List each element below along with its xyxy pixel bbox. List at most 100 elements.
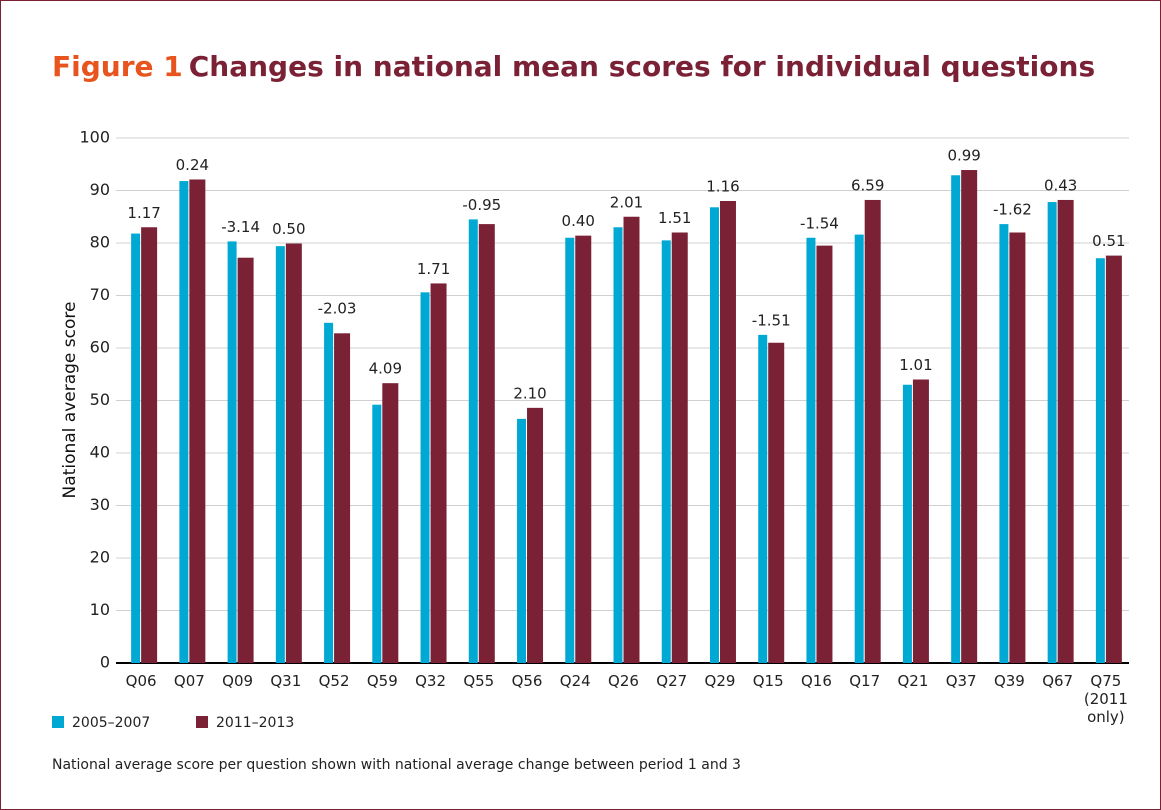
change-label: -3.14 xyxy=(221,218,260,236)
x-tick-label: Q17 xyxy=(849,672,881,690)
change-label: -2.03 xyxy=(318,299,357,317)
bar xyxy=(565,237,575,663)
bar xyxy=(768,342,785,663)
bar xyxy=(1105,255,1122,663)
x-tick-label: Q24 xyxy=(559,672,591,690)
bar xyxy=(961,170,978,663)
x-tick-label: Q07 xyxy=(173,672,205,690)
x-tick-label: Q31 xyxy=(270,672,302,690)
bar xyxy=(285,243,302,663)
change-label: 1.51 xyxy=(658,209,691,227)
change-label: 0.99 xyxy=(947,147,980,165)
bar xyxy=(806,237,816,663)
x-tick-label: Q56 xyxy=(511,672,543,690)
bar xyxy=(430,283,447,663)
bar xyxy=(864,199,881,663)
change-label: -0.95 xyxy=(462,196,501,214)
bar xyxy=(758,334,768,663)
figure-label: Figure 1 xyxy=(52,50,183,83)
bar xyxy=(189,179,206,663)
bar xyxy=(275,246,285,663)
bar xyxy=(623,216,640,663)
bar xyxy=(951,175,961,663)
bar xyxy=(902,384,912,663)
bar xyxy=(613,227,623,663)
x-tick-label: Q37 xyxy=(945,672,977,690)
bar xyxy=(575,235,592,663)
change-label: -1.54 xyxy=(800,214,839,232)
bar xyxy=(661,240,671,663)
bar xyxy=(227,241,237,664)
y-tick-label: 100 xyxy=(79,128,110,147)
bar xyxy=(468,219,478,663)
y-tick-label: 50 xyxy=(90,390,110,409)
bar xyxy=(131,233,141,664)
change-label: 0.24 xyxy=(176,156,209,174)
change-label: 0.50 xyxy=(272,220,305,238)
legend-label: 2011–2013 xyxy=(216,715,294,731)
footnote: National average score per question show… xyxy=(52,757,741,773)
bar xyxy=(1009,232,1026,663)
bar xyxy=(912,379,929,663)
x-tick-label: Q26 xyxy=(608,672,639,690)
bar xyxy=(382,383,399,663)
y-tick-label: 80 xyxy=(90,233,110,252)
y-tick-label: 0 xyxy=(100,653,110,672)
x-tick-label: Q16 xyxy=(800,672,832,690)
legend-swatch xyxy=(52,716,64,728)
y-tick-label: 60 xyxy=(90,338,110,357)
change-label: 4.09 xyxy=(369,360,402,378)
change-label: 0.43 xyxy=(1044,176,1077,194)
x-tick-label: Q52 xyxy=(318,672,350,690)
y-tick-label: 90 xyxy=(90,180,110,199)
x-tick-label: Q75 (2011 only) xyxy=(1083,672,1128,726)
x-tick-label: Q67 xyxy=(1042,672,1074,690)
bar xyxy=(1057,199,1074,663)
bar xyxy=(1095,258,1105,663)
change-label: 1.16 xyxy=(706,178,739,196)
bar xyxy=(334,333,351,663)
bar xyxy=(372,404,382,663)
change-label: 0.51 xyxy=(1092,232,1125,250)
chart-title: Changes in national mean scores for indi… xyxy=(188,50,1096,83)
legend-label: 2005–2007 xyxy=(72,715,150,731)
bar xyxy=(671,232,688,663)
change-label: 1.17 xyxy=(127,204,160,222)
y-tick-label: 10 xyxy=(90,600,110,619)
y-tick-label: 20 xyxy=(90,548,110,567)
title: Figure 1 Changes in national mean scores … xyxy=(52,50,1095,83)
bar xyxy=(237,257,254,663)
bar xyxy=(141,227,158,663)
x-tick-label: Q39 xyxy=(993,672,1025,690)
x-tick-label: Q29 xyxy=(704,672,736,690)
y-tick-label: 40 xyxy=(90,443,110,462)
y-tick-label: 70 xyxy=(90,285,110,304)
x-tick-label: Q21 xyxy=(897,672,929,690)
bar xyxy=(709,207,719,664)
x-tick-label: Q09 xyxy=(222,672,254,690)
change-label: 2.10 xyxy=(513,384,546,402)
change-label: 2.01 xyxy=(610,193,643,211)
change-label: -1.62 xyxy=(993,201,1032,219)
bar xyxy=(816,245,833,663)
bar xyxy=(420,292,430,663)
change-label: 1.01 xyxy=(899,356,932,374)
bar xyxy=(179,181,189,664)
change-label: -1.51 xyxy=(752,311,791,329)
x-tick-label: Q55 xyxy=(463,672,495,690)
x-tick-label: Q59 xyxy=(366,672,398,690)
bar xyxy=(999,224,1009,663)
y-tick-label: 30 xyxy=(90,495,110,514)
bar xyxy=(719,201,736,663)
bar xyxy=(324,322,334,663)
bar xyxy=(517,418,527,663)
x-tick-label: Q15 xyxy=(752,672,784,690)
x-tick-label: Q27 xyxy=(656,672,688,690)
bar xyxy=(527,407,544,663)
bar xyxy=(1047,202,1057,664)
x-tick-label: Q32 xyxy=(415,672,446,690)
bar xyxy=(478,224,495,663)
bar xyxy=(854,234,864,663)
y-axis-title: National average score xyxy=(60,302,80,499)
